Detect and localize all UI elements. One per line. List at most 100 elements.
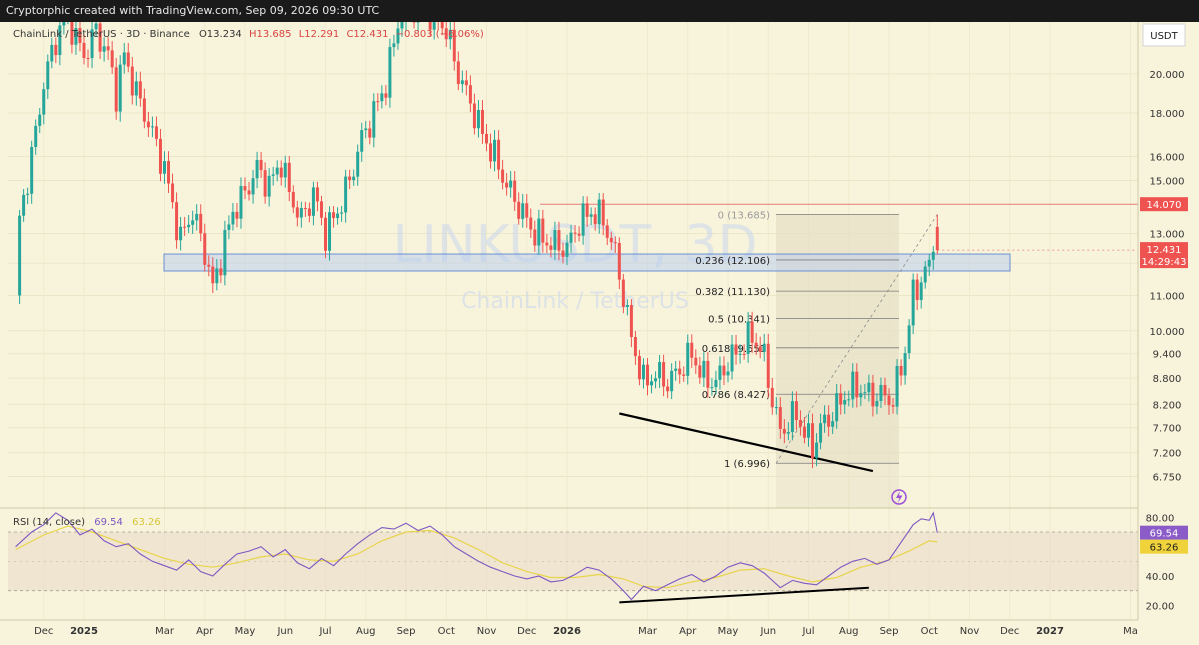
candle-body (243, 186, 247, 191)
candle-body (597, 199, 601, 225)
rsi-trendline[interactable] (619, 586, 869, 604)
candle-body (641, 364, 645, 380)
rsi-tick-label: 80.00 (1146, 513, 1175, 524)
candle-body (118, 64, 122, 112)
candle-body (553, 230, 557, 250)
price-tick-label: 16.000 (1150, 153, 1185, 164)
candle-body (34, 125, 38, 147)
candle-body (122, 52, 126, 65)
candle-body (863, 392, 867, 394)
candle-body (867, 382, 871, 393)
candle-body (78, 28, 82, 43)
open-value: O13.234 (199, 29, 242, 40)
time-tick-label: Nov (477, 626, 497, 637)
candle-body (476, 109, 480, 129)
candle-body (754, 342, 758, 347)
candle-body (738, 353, 742, 355)
candle-body (46, 61, 50, 90)
candle-body (698, 365, 702, 378)
fib-level-label: 1 (6.996) (724, 459, 770, 470)
candle-body (823, 414, 827, 424)
candle-body (26, 193, 30, 195)
resistance-price-badge: 14.070 (1140, 197, 1188, 212)
candle-body (142, 98, 146, 122)
candle-body (315, 187, 319, 202)
candle-body (617, 242, 621, 280)
candle-body (718, 365, 722, 380)
candle-body (730, 344, 734, 372)
candle-body (843, 400, 847, 405)
candle-body (303, 208, 307, 210)
last-price-badge-bg (1140, 242, 1188, 269)
last-candle-body[interactable] (935, 226, 939, 251)
candle-body (827, 414, 831, 427)
candle-body (505, 182, 509, 188)
candle-body (513, 180, 517, 202)
candle-body (90, 29, 94, 59)
candle-body (299, 208, 303, 218)
candle-body (332, 212, 336, 219)
time-tick-label: May (235, 626, 256, 637)
candle-body (746, 321, 750, 354)
time-tick-label: May (718, 626, 739, 637)
price-support-trendline[interactable] (619, 412, 874, 473)
price-tick-label: 15.000 (1150, 176, 1185, 187)
time-tick-label: Dec (517, 626, 536, 637)
time-tick-label: Oct (921, 626, 938, 637)
candle-body (30, 146, 34, 194)
candle-body (54, 44, 58, 56)
candle-body (871, 382, 875, 407)
high-value: H13.685 (249, 29, 292, 40)
candle-body (549, 245, 553, 250)
rsi-line (15, 511, 938, 601)
time-tick-label: Jun (276, 626, 293, 637)
candle-body (815, 442, 819, 459)
lightning-icon[interactable] (891, 489, 907, 505)
candle-body (167, 161, 171, 184)
fib-level-label: 0.5 (10.341) (708, 314, 770, 325)
candle-body (130, 66, 134, 96)
currency-box[interactable] (1142, 23, 1186, 47)
candle-body (110, 50, 114, 68)
price-tick-label: 9.400 (1153, 350, 1182, 361)
candle-body (782, 428, 786, 434)
candle-body (790, 401, 794, 433)
candle-body (344, 176, 348, 213)
candle-body (42, 89, 46, 115)
candle-body (678, 368, 682, 375)
candle-body (392, 43, 396, 48)
candle-body (585, 203, 589, 217)
candle-body (694, 357, 698, 366)
candle-body (38, 114, 42, 126)
candle-body (432, 22, 436, 30)
candle-body (368, 128, 372, 138)
candle-body (283, 162, 287, 178)
fib-retracement-box[interactable] (776, 214, 899, 464)
candle-body (750, 321, 754, 343)
symbol-label: ChainLink / TetherUS · 3D · Binance (13, 29, 190, 40)
price-tick-label: 8.800 (1153, 374, 1182, 385)
candle-body (670, 370, 674, 392)
time-tick-label: Sep (880, 626, 899, 637)
rsi-ma-badge-text: 63.26 (1150, 543, 1179, 554)
resistance-price-badge-text: 14.070 (1147, 200, 1182, 211)
candle-body (927, 259, 931, 267)
candle-body (146, 121, 150, 128)
time-tick-label: 2027 (1036, 626, 1064, 637)
price-tick-label: 13.000 (1150, 230, 1185, 241)
candle-body (138, 81, 142, 99)
candle-body (569, 232, 573, 243)
candle-body (839, 393, 843, 405)
candle-body (328, 212, 332, 251)
candle-body (464, 80, 468, 86)
candle-body (452, 29, 456, 62)
candle-body (275, 167, 279, 175)
fib-level-label: 0 (13.685) (718, 210, 770, 221)
candle-body (456, 61, 460, 85)
candle-body (650, 381, 654, 386)
support-zone[interactable] (163, 253, 1011, 272)
candle-body (171, 183, 175, 203)
candle-body (360, 130, 364, 152)
candle-body (235, 211, 239, 219)
chart-canvas[interactable]: LINKUSDT, 3D ChainLink / TetherUS 0 (13.… (0, 22, 1199, 645)
